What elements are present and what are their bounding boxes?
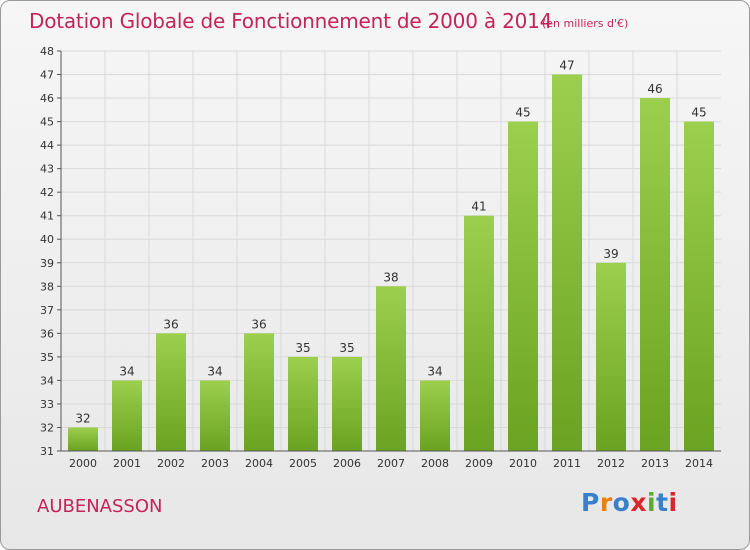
bar-value-label: 41 [471, 200, 486, 214]
y-tick-label: 36 [40, 327, 54, 340]
x-tick-label: 2002 [157, 457, 185, 470]
bar-value-label: 36 [251, 317, 266, 331]
bar-value-label: 34 [207, 364, 222, 378]
logo-letter: i [647, 488, 657, 517]
y-tick-label: 32 [40, 421, 54, 434]
chart-unit-label: (en milliers d'€) [542, 17, 629, 30]
x-tick-label: 2012 [597, 457, 625, 470]
y-tick-label: 37 [40, 304, 54, 317]
logo-letter: i [668, 488, 678, 517]
bar-2011 [552, 74, 582, 451]
x-tick-label: 2006 [333, 457, 361, 470]
x-tick-label: 2009 [465, 457, 493, 470]
bar-2009 [464, 215, 494, 451]
y-tick-label: 41 [40, 210, 54, 223]
bar-2002 [156, 333, 186, 451]
bar-value-label: 38 [383, 270, 398, 284]
bar-2007 [376, 286, 406, 451]
x-tick-label: 2011 [553, 457, 581, 470]
bar-2004 [244, 333, 274, 451]
bar-2003 [200, 380, 230, 451]
bar-2008 [420, 380, 450, 451]
logo-letter: o [612, 488, 631, 517]
logo-letter: P [581, 488, 600, 517]
bar-2012 [596, 262, 626, 451]
bar-value-label: 34 [119, 364, 134, 378]
y-tick-label: 34 [40, 374, 54, 387]
bar-2014 [684, 121, 714, 452]
y-tick-label: 40 [40, 233, 54, 246]
x-tick-label: 2004 [245, 457, 273, 470]
y-tick-label: 45 [40, 116, 54, 129]
bar-2000 [68, 427, 98, 451]
y-tick-label: 43 [40, 163, 54, 176]
bar-2013 [640, 98, 670, 451]
bar-2005 [288, 356, 318, 451]
x-tick-label: 2007 [377, 457, 405, 470]
y-tick-label: 48 [40, 45, 54, 58]
x-tick-label: 2014 [685, 457, 713, 470]
x-tick-label: 2001 [113, 457, 141, 470]
x-tick-label: 2013 [641, 457, 669, 470]
y-tick-label: 44 [40, 139, 54, 152]
bar-value-label: 46 [647, 82, 662, 96]
x-tick-label: 2003 [201, 457, 229, 470]
y-tick-label: 47 [40, 69, 54, 82]
y-tick-label: 42 [40, 186, 54, 199]
bar-value-label: 39 [603, 247, 618, 261]
bar-value-label: 47 [559, 59, 574, 73]
bar-2001 [112, 380, 142, 451]
bar-value-label: 45 [691, 106, 706, 120]
x-tick-label: 2005 [289, 457, 317, 470]
x-tick-label: 2000 [69, 457, 97, 470]
x-tick-label: 2010 [509, 457, 537, 470]
y-tick-label: 33 [40, 398, 54, 411]
bar-value-label: 45 [515, 106, 530, 120]
logo-letter: t [656, 488, 669, 517]
x-tick-label: 2008 [421, 457, 449, 470]
bar-2010 [508, 121, 538, 452]
bar-value-label: 35 [295, 341, 310, 355]
y-tick-label: 39 [40, 257, 54, 270]
bar-value-label: 36 [163, 317, 178, 331]
bar-value-label: 32 [75, 411, 90, 425]
y-tick-label: 38 [40, 280, 54, 293]
y-tick-label: 31 [40, 445, 54, 458]
y-tick-label: 35 [40, 351, 54, 364]
y-tick-label: 46 [40, 92, 54, 105]
commune-name: AUBENASSON [37, 496, 163, 517]
proxiti-logo: Proxiti [581, 488, 678, 517]
bar-value-label: 35 [339, 341, 354, 355]
logo-letter: x [630, 488, 647, 517]
chart-title: Dotation Globale de Fonctionnement de 20… [29, 9, 553, 33]
bar-2006 [332, 356, 362, 451]
bar-value-label: 34 [427, 364, 442, 378]
logo-letter: r [599, 488, 613, 517]
